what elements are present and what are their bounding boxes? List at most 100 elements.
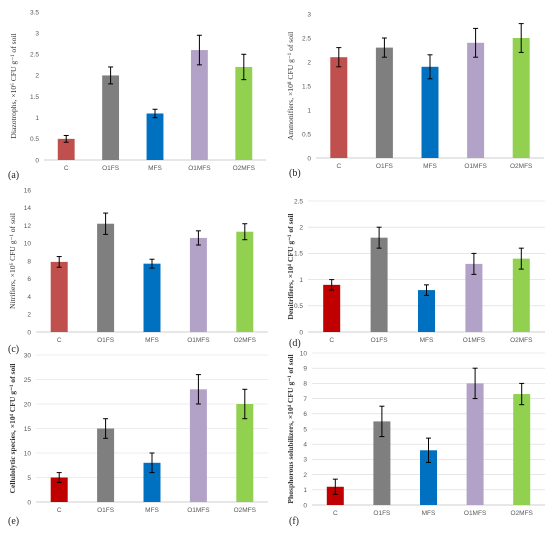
bar [512,258,530,332]
y-tick-label: 6 [27,276,31,283]
x-tick-label: O1FS [97,337,115,344]
bar [235,66,253,160]
bar [466,383,484,505]
bar [465,263,483,332]
x-tick-label: O1FS [371,337,389,344]
x-tick-label: O1MFS [187,337,210,344]
y-tick-label: 2.5 [302,35,311,42]
x-tick-label: O1FS [373,510,391,517]
y-tick-label: 14 [24,205,32,212]
y-tick-label: 3 [35,30,39,37]
bar [373,421,391,505]
y-tick-label: 2 [307,59,311,66]
bar [97,428,115,502]
x-tick-label: O1MFS [188,165,211,172]
y-tick-label: 3 [307,11,311,18]
x-tick-label: O2MFS [234,507,257,514]
bar [143,462,161,502]
y-tick-label: 5 [303,426,307,433]
bar [146,113,164,160]
bar [418,290,435,332]
y-tick-label: 2 [35,73,39,80]
x-tick-label: MFS [145,337,159,344]
y-tick-label: 2 [303,472,307,479]
y-tick-label: 2 [27,312,31,319]
x-tick-label: C [336,163,341,170]
y-tick-label: 12 [24,223,32,230]
y-tick-label: 25 [24,377,32,384]
x-tick-label: C [329,337,334,344]
x-tick-label: MFS [422,510,436,517]
x-tick-label: C [57,337,62,344]
bar [236,231,254,332]
x-tick-label: O2MFS [510,510,533,517]
x-tick-label: C [64,165,69,172]
y-tick-label: 0 [299,329,303,336]
y-tick-label: 3 [303,457,307,464]
y-tick-label: 1 [303,487,307,494]
chart-panel-5: 0 5 10 15 20 25 30 C O1FS MFS O1MFS O2MFS Cellulolyt… [8,352,268,527]
x-tick-label: C [57,507,62,514]
x-tick-label: O1FS [376,163,394,170]
y-tick-label: 5 [27,475,31,482]
x-tick-label: MFS [420,337,434,344]
y-tick-label: 10 [24,241,32,248]
bar [102,75,120,160]
y-tick-label: 4 [303,442,307,449]
bar [323,284,341,332]
y-tick-label: 0 [35,157,39,164]
x-tick-label: O2MFS [510,163,533,170]
bar [50,261,68,332]
x-tick-label: MFS [423,163,437,170]
bar [236,404,254,502]
panel-label: (d) [289,338,301,349]
y-tick-label: 1.5 [30,94,39,101]
y-tick-label: 2 [299,225,303,232]
x-tick-label: O2MFS [234,337,257,344]
bar [467,42,485,158]
y-tick-label: 3.5 [30,9,39,16]
y-tick-label: 1 [299,277,303,284]
bar [97,223,115,332]
y-tick-label: 0 [307,155,311,162]
panel-label: (b) [289,168,301,179]
y-tick-label: 15 [24,426,32,433]
x-tick-label: O1FS [102,165,120,172]
bar [420,450,437,505]
y-tick-label: 8 [303,381,307,388]
y-axis-label: Denitrifiers, ×10⁴ CFU g⁻¹ of soil [286,213,295,319]
bar [375,47,393,158]
bar [330,57,348,159]
y-tick-label: 6 [303,411,307,418]
y-axis-label: Ammonifiers, ×10⁸ CFU g⁻¹ of soil [286,32,295,141]
y-tick-label: 0 [27,329,31,336]
y-tick-label: 0.5 [302,131,311,138]
bar [189,237,207,332]
x-tick-label: C [333,510,338,517]
x-tick-label: MFS [145,507,159,514]
y-tick-label: 4 [27,294,31,301]
y-axis-label: Phosphorous solubilizers, ×10⁴ CFU g⁻¹ o… [286,354,295,503]
x-tick-label: O2MFS [510,337,533,344]
bar [143,263,161,332]
y-tick-label: 2.5 [294,198,303,205]
y-tick-label: 1.5 [294,251,303,258]
bar [370,237,388,332]
y-tick-label: 0.5 [30,136,39,143]
y-tick-label: 10 [24,450,32,457]
bar [57,138,75,160]
x-tick-label: O1MFS [464,510,487,517]
y-tick-label: 30 [24,352,32,359]
bar [326,486,344,505]
chart-panel-6: 0 1 2 3 4 5 6 7 8 9 10 C O1FS MFS O1MFS O2MFS Phosphorou… [286,350,545,527]
panel-label: (e) [8,516,19,527]
bar [421,66,439,158]
x-tick-label: O1MFS [463,337,486,344]
y-tick-label: 10 [300,350,308,357]
y-tick-label: 8 [27,258,31,265]
chart-panel-1: 0 0.5 1 1.5 2 2.5 3 3.5 C O1FS MFS O1MFS O2MFS Diazot… [8,9,266,181]
panel-label: (c) [8,344,19,355]
panel-label: (a) [8,170,19,181]
bar [512,38,530,158]
